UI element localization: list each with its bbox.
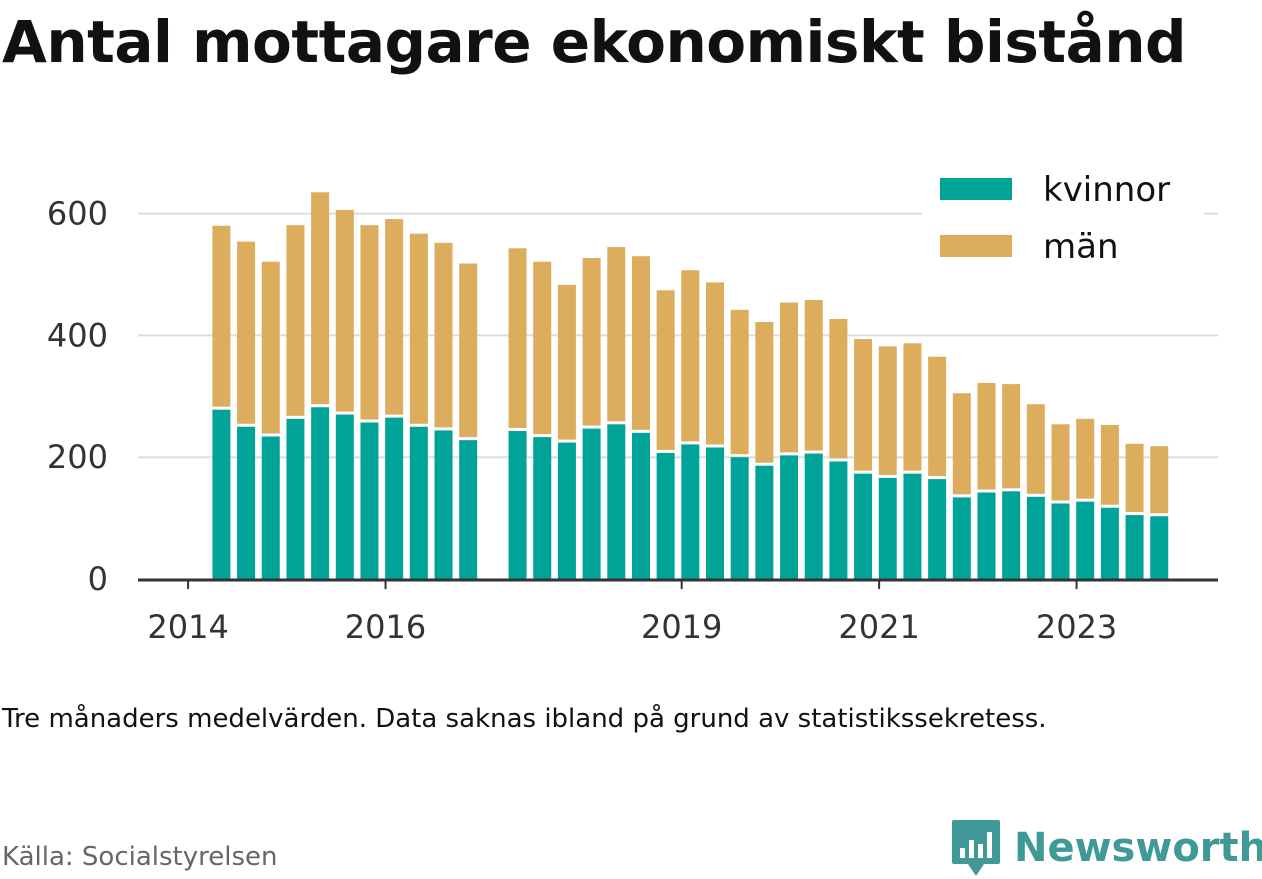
bar-man xyxy=(607,247,626,422)
bar-kvinnor xyxy=(656,452,675,579)
bar-man xyxy=(1150,446,1169,514)
bar-chart-icon xyxy=(952,820,1000,876)
bar-man xyxy=(631,256,650,430)
bar-man xyxy=(903,343,922,471)
bar-man xyxy=(261,261,280,434)
bar-man xyxy=(829,318,848,459)
bar-kvinnor xyxy=(631,432,650,579)
bar-man xyxy=(533,261,552,435)
bar-man xyxy=(681,270,700,442)
bar-man xyxy=(952,393,971,495)
brand-name: Newsworthy xyxy=(1014,825,1262,871)
bar-man xyxy=(286,225,305,416)
bar-man xyxy=(212,225,231,407)
bar-kvinnor xyxy=(557,442,576,579)
bar-kvinnor xyxy=(1002,491,1021,579)
bar-man xyxy=(557,284,576,440)
bar-kvinnor xyxy=(409,426,428,579)
newsworthy-logo: Newsworthy xyxy=(950,818,1262,878)
legend-swatch xyxy=(940,235,1012,257)
bar-man xyxy=(706,282,724,445)
legend: kvinnor män xyxy=(922,165,1204,281)
bar-man xyxy=(434,242,453,428)
bar-kvinnor xyxy=(952,497,971,579)
bar-man xyxy=(730,309,749,455)
bar-man xyxy=(1002,384,1021,489)
bar-kvinnor xyxy=(508,431,527,579)
bar-kvinnor xyxy=(582,428,601,579)
bar-man xyxy=(977,382,996,490)
y-tick-label: 600 xyxy=(47,195,108,233)
bar-kvinnor xyxy=(360,422,379,579)
bar-man xyxy=(1076,418,1095,499)
bar-kvinnor xyxy=(1100,507,1119,579)
bar-kvinnor xyxy=(928,479,947,579)
y-tick-label: 200 xyxy=(47,438,108,476)
bar-kvinnor xyxy=(237,426,256,579)
bar-man xyxy=(582,258,601,426)
bar-kvinnor xyxy=(1150,516,1169,579)
chart-title: Antal mottagare ekonomiskt bistånd xyxy=(2,8,1187,76)
bar-man xyxy=(928,356,947,477)
bar-kvinnor xyxy=(385,417,404,579)
legend-swatch xyxy=(940,178,1012,200)
y-tick-label: 400 xyxy=(47,316,108,354)
bar-man xyxy=(311,192,330,405)
bar-kvinnor xyxy=(730,457,749,579)
bar-man xyxy=(780,302,799,453)
source-text: Källa: Socialstyrelsen xyxy=(2,842,278,872)
bar-kvinnor xyxy=(878,477,897,579)
bar-man xyxy=(1125,443,1144,513)
bar-kvinnor xyxy=(903,473,922,579)
bar-kvinnor xyxy=(681,444,700,579)
bar-kvinnor xyxy=(804,453,823,579)
bar-man xyxy=(409,233,428,424)
bar-kvinnor xyxy=(533,437,552,579)
bar-man xyxy=(878,346,897,475)
y-tick-label: 0 xyxy=(88,560,108,598)
x-tick-label: 2016 xyxy=(345,608,426,646)
bar-kvinnor xyxy=(607,424,626,579)
bar-man xyxy=(804,300,823,451)
bar-man xyxy=(508,248,527,429)
bar-kvinnor xyxy=(1026,496,1045,579)
bar-man xyxy=(335,209,354,412)
bar-man xyxy=(1100,424,1119,505)
bar-man xyxy=(237,241,256,424)
bar-man xyxy=(755,322,774,463)
bar-kvinnor xyxy=(311,407,330,579)
bar-kvinnor xyxy=(212,409,231,579)
bar-kvinnor xyxy=(434,430,453,579)
bar-kvinnor xyxy=(755,465,774,579)
bar-kvinnor xyxy=(829,461,848,579)
bar-kvinnor xyxy=(854,473,873,579)
chart-note: Tre månaders medelvärden. Data saknas ib… xyxy=(2,704,1047,734)
bar-kvinnor xyxy=(459,440,478,579)
bar-man xyxy=(1051,424,1070,501)
legend-label: män xyxy=(1043,227,1119,267)
bar-kvinnor xyxy=(1076,501,1095,579)
bars xyxy=(212,192,1169,579)
bar-kvinnor xyxy=(261,436,280,579)
bar-man xyxy=(656,290,675,450)
bar-kvinnor xyxy=(335,414,354,579)
bar-kvinnor xyxy=(1051,503,1070,579)
legend-label: kvinnor xyxy=(1043,170,1170,210)
bar-kvinnor xyxy=(706,447,724,579)
bar-kvinnor xyxy=(977,492,996,579)
bar-kvinnor xyxy=(286,418,305,579)
x-tick-label: 2014 xyxy=(147,608,228,646)
x-tick-label: 2023 xyxy=(1036,608,1117,646)
axes: 0 200 400 600 2014 2016 2019 2021 2023 xyxy=(47,195,1218,646)
bar-man xyxy=(1026,404,1045,494)
x-tick-label: 2019 xyxy=(641,608,722,646)
bar-man xyxy=(459,263,478,438)
x-tick-label: 2021 xyxy=(838,608,919,646)
bar-kvinnor xyxy=(1125,515,1144,579)
bar-man xyxy=(854,339,873,471)
bar-kvinnor xyxy=(780,455,799,579)
bar-man xyxy=(385,219,404,415)
bar-man xyxy=(360,225,379,420)
